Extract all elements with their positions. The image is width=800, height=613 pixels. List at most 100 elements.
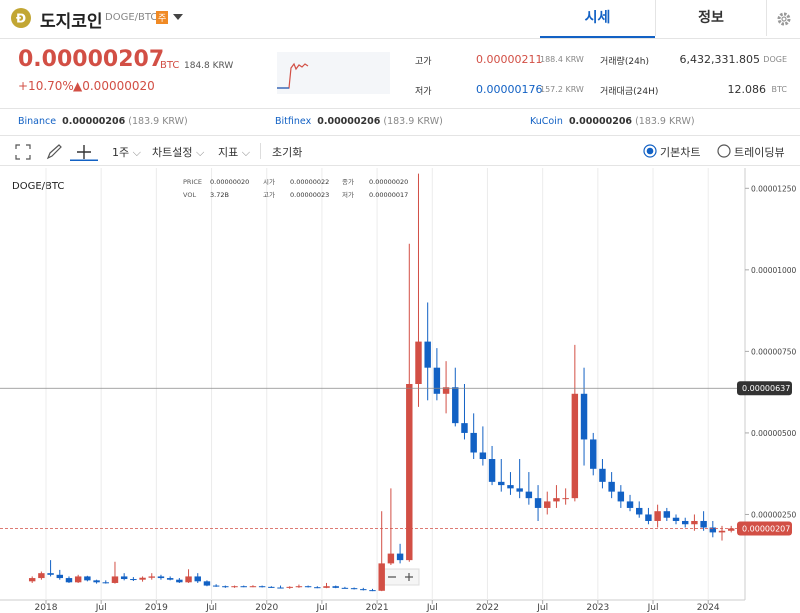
candle-body — [185, 576, 192, 583]
x-tick-label: 2018 — [35, 603, 58, 613]
change-rate: +10.70% — [18, 79, 74, 93]
y-tick-label: 0.00000500 — [751, 429, 797, 438]
last-price-box — [737, 521, 792, 536]
info-label: 고가 — [263, 190, 275, 199]
stat-sub: BTC — [771, 85, 788, 94]
dropdown[interactable] — [172, 12, 184, 22]
stat-sub: 188.4 KRW — [540, 55, 584, 64]
candle-body — [599, 468, 606, 482]
candle-body — [681, 520, 689, 525]
reset-button[interactable]: 초기화 — [272, 146, 303, 159]
chart: DOGE/BTC 2018 Jul 2019 Jul 2020 Jul 2021 Jul 202… — [0, 168, 797, 613]
exchange-krw: (183.9 KRW) — [635, 116, 695, 127]
candle-body — [516, 488, 523, 492]
candle-body — [38, 573, 45, 579]
stat-label: 거래량(24h) — [600, 57, 650, 67]
radio-off[interactable] — [717, 144, 731, 158]
info-value: 0.00000020 — [369, 178, 408, 186]
crosshair-label: 0.00000637 — [742, 384, 790, 393]
x-tick-label: Jul — [536, 603, 548, 613]
candle-body — [718, 530, 726, 533]
tab[interactable]: 정보 — [655, 0, 767, 36]
x-tick-label: 2024 — [697, 603, 720, 613]
divider — [0, 165, 800, 166]
candle-body — [295, 586, 303, 588]
tab[interactable]: 시세 — [540, 0, 655, 38]
stat-value: 6,432,331.805 — [679, 53, 760, 66]
indicators: 지표 — [218, 146, 239, 159]
radio-on[interactable] — [643, 144, 657, 158]
settings-icon[interactable] — [776, 11, 792, 27]
period-select[interactable]: 1주 ⌵ — [112, 146, 141, 159]
candle-body — [580, 393, 588, 440]
x-tick-label: 2022 — [476, 603, 499, 613]
candle-body — [663, 511, 671, 518]
exchange-row: Bitfinex 0.00000206 (183.9 KRW) — [275, 116, 443, 127]
candle-body — [65, 578, 73, 583]
candle-body — [332, 586, 339, 588]
candle-body — [387, 553, 395, 564]
chart-type[interactable]: 기본차트 — [660, 146, 701, 159]
stat-label: 저가 — [415, 87, 432, 97]
candle-body — [139, 577, 146, 580]
candle-body — [396, 553, 404, 561]
candle-body — [28, 578, 36, 582]
indicator-select[interactable]: 지표 ⌵ — [218, 146, 251, 159]
candle-body — [277, 587, 284, 589]
candle-body — [268, 586, 275, 588]
candle-body — [636, 507, 643, 515]
x-tick-label: Jul — [205, 603, 217, 613]
exchange-name: Bitfinex — [275, 116, 312, 127]
info-value: 3.72B — [210, 191, 229, 199]
chart-type[interactable]: 트레이딩뷰 — [734, 146, 785, 159]
zoom-buttons[interactable] — [382, 568, 420, 586]
candle-body — [461, 423, 468, 433]
candle-body — [56, 574, 64, 579]
candle-body — [608, 481, 615, 492]
divider — [0, 108, 800, 109]
tool-icons[interactable] — [14, 143, 106, 161]
candle-body — [727, 528, 735, 531]
exchange-name: KuCoin — [530, 116, 563, 127]
exchange-price: 0.00000206 — [568, 116, 633, 127]
candle-body — [590, 439, 597, 469]
crosshair-label-box — [737, 381, 792, 396]
candle-body — [240, 586, 247, 588]
info-value: 0.00000017 — [369, 191, 408, 199]
stat-sub: DOGE — [763, 55, 787, 64]
period: 1주 — [112, 146, 130, 159]
candle-body — [479, 452, 487, 460]
candle-body — [442, 387, 450, 394]
settings-select[interactable]: 차트설정 ⌵ — [152, 146, 205, 159]
candle-body — [626, 501, 634, 508]
candle-body — [212, 585, 220, 587]
candle-body — [314, 587, 321, 589]
price-krw: 184.8 KRW — [184, 61, 234, 71]
candle-body — [47, 573, 54, 575]
candle-body — [654, 511, 661, 521]
candle-body — [93, 580, 100, 583]
info-label: 저가 — [342, 190, 354, 199]
x-tick-label: 2021 — [366, 603, 389, 613]
candle-body — [617, 491, 625, 502]
candle-body — [562, 498, 569, 500]
candle-body — [194, 576, 201, 582]
stat-value: 12.086 — [727, 83, 767, 96]
divider — [0, 135, 800, 136]
candle-body — [130, 579, 137, 581]
candle-body — [360, 589, 367, 591]
y-tick-label: 0.00001000 — [751, 266, 797, 275]
candle-body — [84, 576, 91, 581]
candle-body — [424, 341, 431, 368]
candle-body — [470, 432, 477, 453]
info-label: 시가 — [263, 177, 275, 186]
x-tick-label: Jul — [315, 603, 327, 613]
pair: DOGE/BTC — [105, 12, 158, 23]
candle-body — [369, 590, 376, 592]
header: Ð 도지코인 DOGE/BTC 주 시세 정보 — [0, 0, 800, 39]
candle-body — [433, 367, 441, 394]
info-value: 0.00000023 — [290, 191, 329, 199]
candle-body — [176, 579, 183, 583]
exchange-price: 0.00000206 — [317, 116, 381, 127]
